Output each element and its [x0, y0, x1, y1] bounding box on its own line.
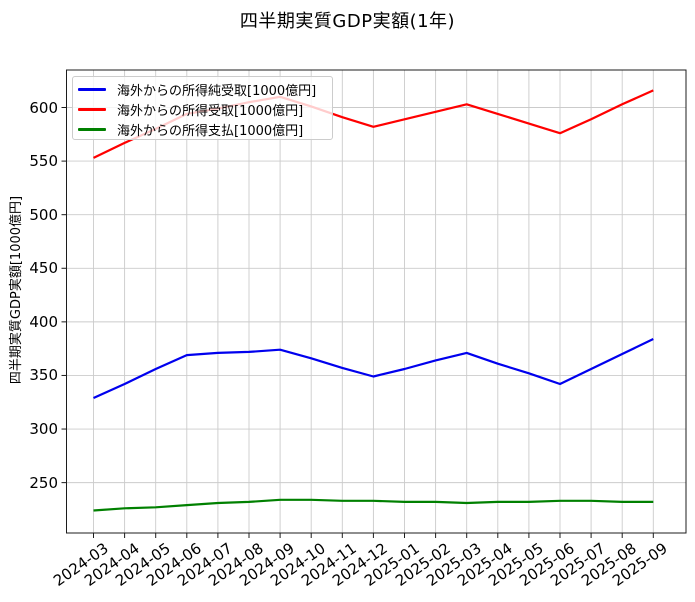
y-tick-label: 350 [29, 366, 58, 385]
y-tick-label: 300 [29, 420, 58, 439]
y-tick-label: 400 [29, 312, 58, 331]
plot-border [66, 69, 687, 534]
series-line-0 [93, 338, 654, 400]
legend-line-sample [78, 127, 106, 131]
y-tick-label: 500 [29, 205, 58, 224]
legend-label: 海外からの所得支払[1000億円] [117, 123, 304, 139]
legend-item-0: 海外からの所得純受取[1000億円] [78, 79, 332, 99]
series-line-2 [93, 498, 654, 512]
chart-title: 四半期実質GDP実額(1年) [239, 11, 456, 32]
legend-label: 海外からの所得受取[1000億円] [117, 103, 304, 119]
y-tick-label: 550 [29, 152, 58, 171]
legend-line-sample [78, 87, 106, 91]
legend: 海外からの所得純受取[1000億円] 海外からの所得受取[1000億円] 海外からの… [72, 76, 333, 140]
y-tick-label: 450 [29, 259, 58, 278]
legend-label: 海外からの所得純受取[1000億円] [117, 83, 317, 99]
legend-item-1: 海外からの所得受取[1000億円] [78, 99, 332, 119]
legend-line-sample [78, 107, 106, 111]
legend-item-2: 海外からの所得支払[1000億円] [78, 119, 332, 139]
y-tick-label: 250 [29, 473, 58, 492]
y-tick-label: 600 [29, 98, 58, 117]
